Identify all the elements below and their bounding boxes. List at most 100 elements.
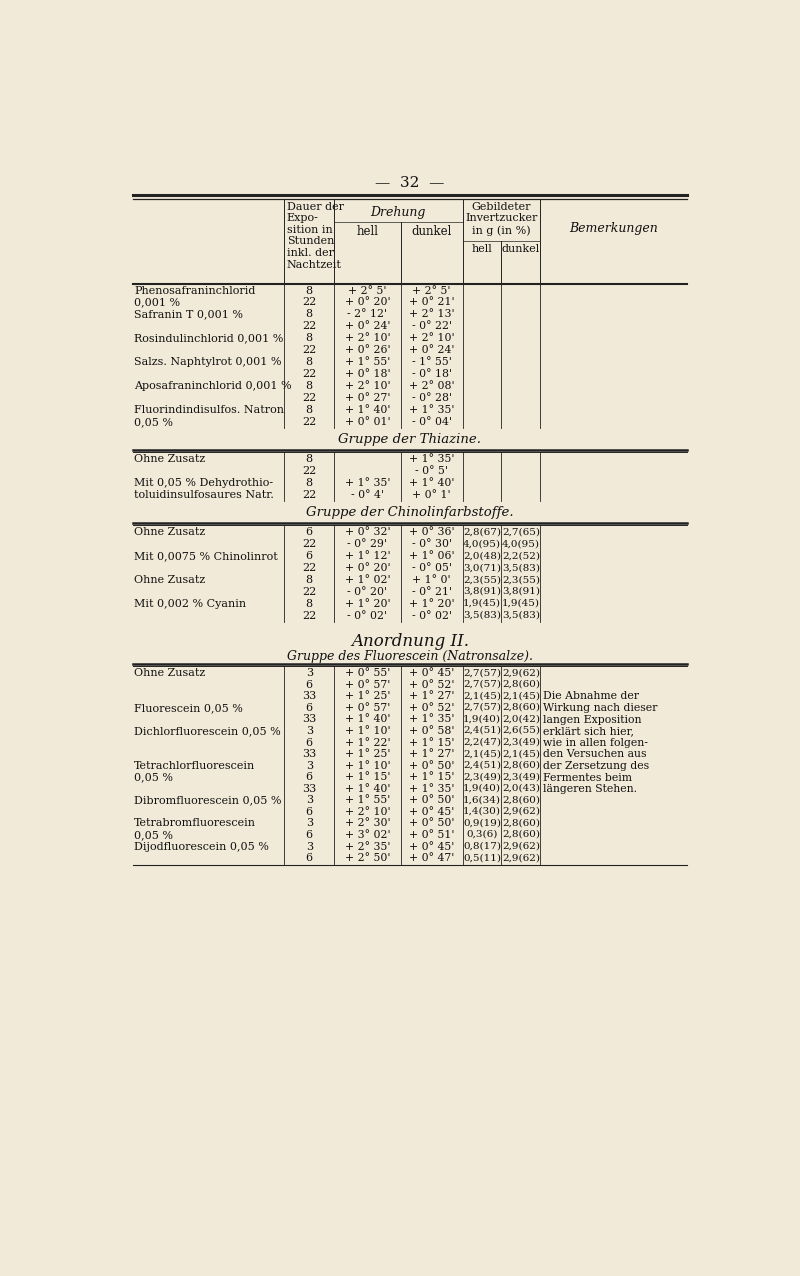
Text: 2,0(42): 2,0(42) bbox=[502, 715, 540, 723]
Text: 2,6(55): 2,6(55) bbox=[502, 726, 540, 735]
Text: 2,3(49): 2,3(49) bbox=[502, 738, 540, 746]
Text: 6: 6 bbox=[306, 829, 313, 840]
Text: 8: 8 bbox=[306, 333, 313, 343]
Text: 2,7(57): 2,7(57) bbox=[463, 669, 501, 678]
Text: 2,8(60): 2,8(60) bbox=[502, 703, 540, 712]
Text: 8: 8 bbox=[306, 286, 313, 296]
Text: Gruppe des Fluorescein (Natronsalze).: Gruppe des Fluorescein (Natronsalze). bbox=[287, 649, 533, 662]
Text: + 0° 57': + 0° 57' bbox=[345, 703, 390, 713]
Text: 0,5(11): 0,5(11) bbox=[463, 854, 501, 863]
Text: 8: 8 bbox=[306, 454, 313, 464]
Text: + 0° 21': + 0° 21' bbox=[409, 297, 454, 308]
Text: + 1° 25': + 1° 25' bbox=[345, 749, 390, 759]
Text: + 2° 5': + 2° 5' bbox=[348, 286, 386, 296]
Text: + 2° 35': + 2° 35' bbox=[345, 841, 390, 851]
Text: 22: 22 bbox=[302, 611, 316, 621]
Text: 2,3(55): 2,3(55) bbox=[502, 575, 540, 584]
Text: 3: 3 bbox=[306, 841, 313, 851]
Text: 4,0(95): 4,0(95) bbox=[502, 540, 540, 549]
Text: Die Abnahme der
Wirkung nach dieser
langen Exposition
erklärt sich hier,
wie in : Die Abnahme der Wirkung nach dieser lang… bbox=[543, 692, 658, 794]
Text: Mit 0,05 % Dehydrothio-: Mit 0,05 % Dehydrothio- bbox=[134, 478, 274, 487]
Text: 3,5(83): 3,5(83) bbox=[502, 611, 540, 620]
Text: 2,1(45): 2,1(45) bbox=[463, 692, 501, 701]
Text: + 1° 20': + 1° 20' bbox=[409, 598, 454, 609]
Text: - 0° 4': - 0° 4' bbox=[351, 490, 384, 500]
Text: 8: 8 bbox=[306, 382, 313, 390]
Text: + 2° 10': + 2° 10' bbox=[345, 382, 390, 390]
Text: 33: 33 bbox=[302, 715, 316, 725]
Text: hell: hell bbox=[356, 225, 378, 237]
Text: + 2° 13': + 2° 13' bbox=[409, 309, 454, 319]
Text: Rosindulinchlorid 0,001 %: Rosindulinchlorid 0,001 % bbox=[134, 333, 283, 343]
Text: toluidinsulfosaures Natr.: toluidinsulfosaures Natr. bbox=[134, 490, 274, 500]
Text: + 2° 10': + 2° 10' bbox=[345, 806, 390, 817]
Text: + 2° 08': + 2° 08' bbox=[409, 382, 454, 390]
Text: 2,0(48): 2,0(48) bbox=[463, 551, 501, 560]
Text: 2,9(62): 2,9(62) bbox=[502, 806, 540, 815]
Text: Fluorescein 0,05 %: Fluorescein 0,05 % bbox=[134, 703, 243, 713]
Text: + 0° 58': + 0° 58' bbox=[409, 726, 454, 736]
Text: - 1° 55': - 1° 55' bbox=[412, 357, 452, 367]
Text: + 1° 15': + 1° 15' bbox=[409, 738, 454, 748]
Text: Dichlorfluorescein 0,05 %: Dichlorfluorescein 0,05 % bbox=[134, 726, 281, 736]
Text: + 0° 24': + 0° 24' bbox=[345, 322, 390, 332]
Text: —  32  —: — 32 — bbox=[375, 176, 445, 190]
Text: + 0° 27': + 0° 27' bbox=[345, 393, 390, 403]
Text: + 1° 40': + 1° 40' bbox=[409, 478, 454, 487]
Text: 0,001 %: 0,001 % bbox=[134, 297, 180, 308]
Text: Dibromfluorescein 0,05 %: Dibromfluorescein 0,05 % bbox=[134, 795, 282, 805]
Text: + 0° 55': + 0° 55' bbox=[345, 669, 390, 679]
Text: 6: 6 bbox=[306, 854, 313, 863]
Text: 6: 6 bbox=[306, 703, 313, 713]
Text: Drehung: Drehung bbox=[370, 207, 426, 219]
Text: Salzs. Naphtylrot 0,001 %: Salzs. Naphtylrot 0,001 % bbox=[134, 357, 282, 367]
Text: 2,8(60): 2,8(60) bbox=[502, 760, 540, 769]
Text: + 0° 45': + 0° 45' bbox=[409, 841, 454, 851]
Text: 3: 3 bbox=[306, 760, 313, 771]
Text: + 1° 40': + 1° 40' bbox=[345, 404, 390, 415]
Text: 2,7(57): 2,7(57) bbox=[463, 680, 501, 689]
Text: + 0° 45': + 0° 45' bbox=[409, 669, 454, 679]
Text: - 2° 12': - 2° 12' bbox=[347, 309, 387, 319]
Text: + 0° 52': + 0° 52' bbox=[409, 680, 454, 690]
Text: 2,8(60): 2,8(60) bbox=[502, 829, 540, 838]
Text: Tetrachlorfluorescein: Tetrachlorfluorescein bbox=[134, 760, 255, 771]
Text: + 2° 10': + 2° 10' bbox=[409, 333, 454, 343]
Text: 1,9(40): 1,9(40) bbox=[463, 715, 501, 723]
Text: Mit 0,0075 % Chinolinrot: Mit 0,0075 % Chinolinrot bbox=[134, 551, 278, 561]
Text: 33: 33 bbox=[302, 692, 316, 702]
Text: + 0° 26': + 0° 26' bbox=[345, 346, 390, 355]
Text: + 2° 30': + 2° 30' bbox=[345, 818, 390, 828]
Text: 22: 22 bbox=[302, 346, 316, 355]
Text: 0,05 %: 0,05 % bbox=[134, 417, 173, 427]
Text: 22: 22 bbox=[302, 417, 316, 427]
Text: 6: 6 bbox=[306, 738, 313, 748]
Text: + 1° 27': + 1° 27' bbox=[409, 749, 454, 759]
Text: 2,0(43): 2,0(43) bbox=[502, 783, 540, 792]
Text: + 1° 22': + 1° 22' bbox=[345, 738, 390, 748]
Text: + 1° 35': + 1° 35' bbox=[345, 478, 390, 487]
Text: 33: 33 bbox=[302, 749, 316, 759]
Text: 6: 6 bbox=[306, 680, 313, 690]
Text: + 2° 10': + 2° 10' bbox=[345, 333, 390, 343]
Text: + 0° 50': + 0° 50' bbox=[409, 795, 454, 805]
Text: 2,8(60): 2,8(60) bbox=[502, 795, 540, 804]
Text: + 1° 10': + 1° 10' bbox=[345, 760, 390, 771]
Text: - 0° 30': - 0° 30' bbox=[412, 540, 452, 549]
Text: 8: 8 bbox=[306, 478, 313, 487]
Text: + 0° 1': + 0° 1' bbox=[412, 490, 451, 500]
Text: 22: 22 bbox=[302, 297, 316, 308]
Text: - 0° 29': - 0° 29' bbox=[347, 540, 387, 549]
Text: - 0° 21': - 0° 21' bbox=[412, 587, 452, 597]
Text: 2,1(45): 2,1(45) bbox=[463, 749, 501, 758]
Text: 2,7(65): 2,7(65) bbox=[502, 527, 540, 536]
Text: 2,8(60): 2,8(60) bbox=[502, 818, 540, 827]
Text: 1,9(45): 1,9(45) bbox=[463, 598, 501, 607]
Text: + 0° 20': + 0° 20' bbox=[345, 297, 390, 308]
Text: + 3° 02': + 3° 02' bbox=[345, 829, 390, 840]
Text: + 0° 20': + 0° 20' bbox=[345, 563, 390, 573]
Text: + 0° 18': + 0° 18' bbox=[345, 369, 390, 379]
Text: 22: 22 bbox=[302, 563, 316, 573]
Text: + 1° 12': + 1° 12' bbox=[345, 551, 390, 561]
Text: Gruppe der Chinolinfarbstoffe.: Gruppe der Chinolinfarbstoffe. bbox=[306, 505, 514, 519]
